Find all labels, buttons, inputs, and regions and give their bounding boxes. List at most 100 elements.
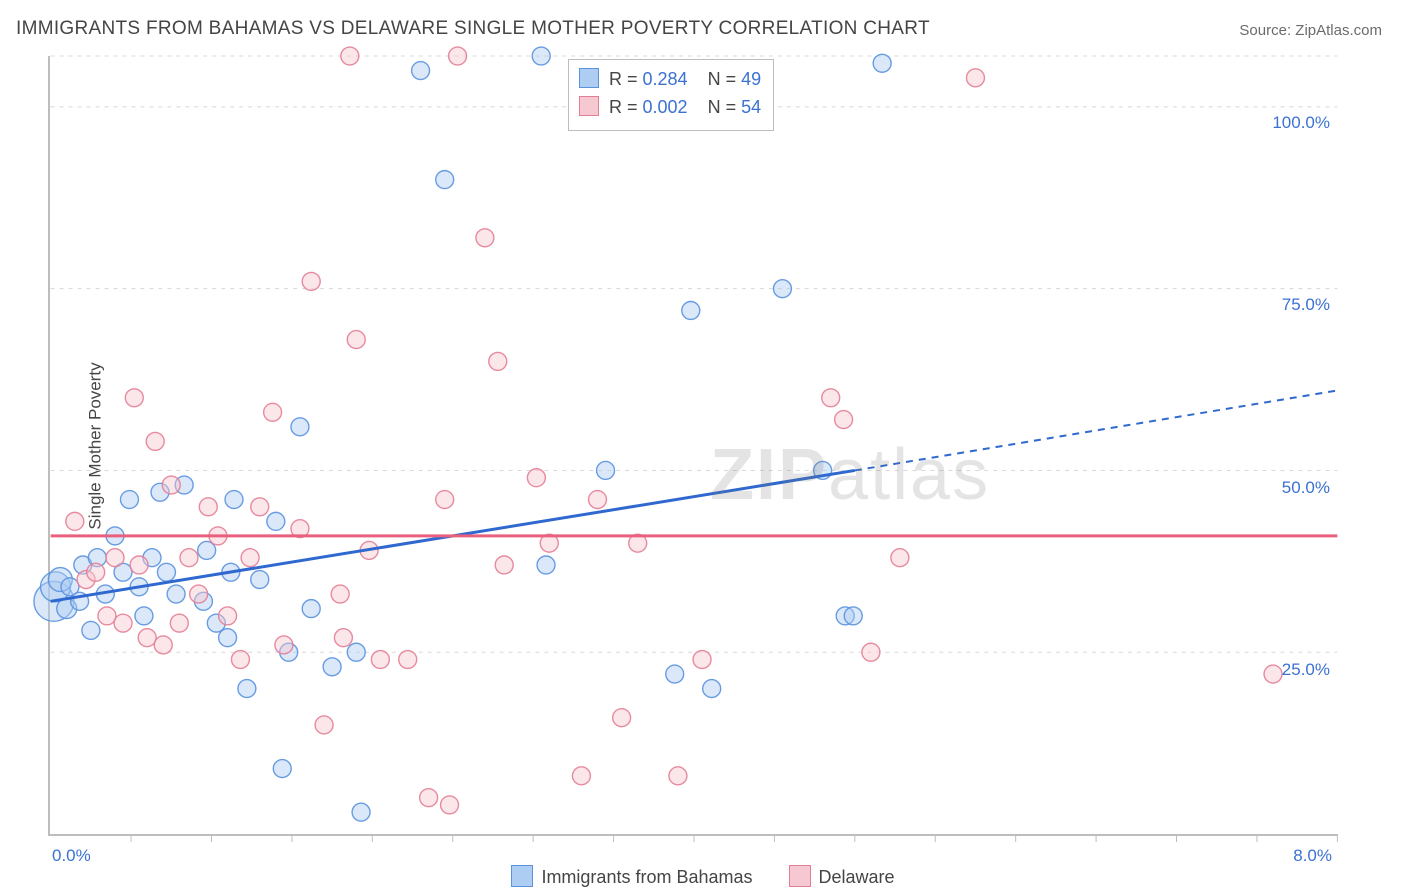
data-point <box>162 476 180 494</box>
plot-area: ZIPatlas R = 0.284N = 49R = 0.002N = 54 … <box>48 56 1338 836</box>
data-point <box>167 585 185 603</box>
data-point <box>264 403 282 421</box>
data-point <box>399 651 417 669</box>
data-point <box>371 651 389 669</box>
legend-swatch <box>789 865 811 887</box>
data-point <box>873 54 891 72</box>
data-point <box>98 607 116 625</box>
data-point <box>334 629 352 647</box>
data-point <box>135 607 153 625</box>
x-tick-right: 8.0% <box>1293 846 1332 866</box>
legend-entry: Delaware <box>789 865 895 888</box>
data-point <box>844 607 862 625</box>
n-value: 54 <box>741 97 761 117</box>
data-point <box>291 418 309 436</box>
y-tick-label: 25.0% <box>1282 660 1330 680</box>
data-point <box>180 549 198 567</box>
bottom-legend: Immigrants from Bahamas Delaware <box>0 865 1406 888</box>
data-point <box>154 636 172 654</box>
data-point <box>219 629 237 647</box>
legend-swatch <box>511 865 533 887</box>
data-point <box>693 651 711 669</box>
chart-svg <box>50 56 1338 834</box>
data-point <box>835 411 853 429</box>
data-point <box>703 680 721 698</box>
data-point <box>347 331 365 349</box>
data-point <box>666 665 684 683</box>
data-point <box>862 643 880 661</box>
data-point <box>412 62 430 80</box>
data-point <box>315 716 333 734</box>
data-point <box>572 767 590 785</box>
data-point <box>597 461 615 479</box>
data-point <box>891 549 909 567</box>
data-point <box>341 47 359 65</box>
legend-label: Delaware <box>819 867 895 887</box>
data-point <box>273 760 291 778</box>
data-point <box>589 491 607 509</box>
legend-swatch <box>579 96 599 116</box>
data-point <box>822 389 840 407</box>
data-point <box>1264 665 1282 683</box>
data-point <box>190 585 208 603</box>
data-point <box>537 556 555 574</box>
data-point <box>476 229 494 247</box>
y-tick-label: 75.0% <box>1282 295 1330 315</box>
data-point <box>238 680 256 698</box>
data-point <box>441 796 459 814</box>
data-point <box>532 47 550 65</box>
chart-title: IMMIGRANTS FROM BAHAMAS VS DELAWARE SING… <box>16 18 930 40</box>
data-point <box>436 171 454 189</box>
data-point <box>125 389 143 407</box>
source-value: ZipAtlas.com <box>1295 22 1382 39</box>
data-point <box>225 491 243 509</box>
stats-row: R = 0.284N = 49 <box>579 66 761 94</box>
legend-entry: Immigrants from Bahamas <box>511 865 752 888</box>
data-point <box>323 658 341 676</box>
data-point <box>157 563 175 581</box>
trend-line-extrapolated <box>855 390 1338 470</box>
data-point <box>527 469 545 487</box>
data-point <box>241 549 259 567</box>
data-point <box>106 549 124 567</box>
data-point <box>773 280 791 298</box>
legend-label: Immigrants from Bahamas <box>541 867 752 887</box>
data-point <box>170 614 188 632</box>
data-point <box>146 432 164 450</box>
data-point <box>120 491 138 509</box>
data-point <box>352 803 370 821</box>
data-point <box>219 607 237 625</box>
data-point <box>613 709 631 727</box>
r-value: 0.002 <box>643 97 688 117</box>
data-point <box>275 636 293 654</box>
x-tick-left: 0.0% <box>52 846 91 866</box>
correlation-stats-box: R = 0.284N = 49R = 0.002N = 54 <box>568 59 774 131</box>
data-point <box>82 621 100 639</box>
data-point <box>682 302 700 320</box>
data-point <box>130 556 148 574</box>
data-point <box>199 498 217 516</box>
data-point <box>436 491 454 509</box>
data-point <box>449 47 467 65</box>
data-point <box>138 629 156 647</box>
data-point <box>669 767 687 785</box>
legend-swatch <box>579 68 599 88</box>
data-point <box>66 512 84 530</box>
data-point <box>267 512 285 530</box>
data-point <box>331 585 349 603</box>
data-point <box>495 556 513 574</box>
data-point <box>966 69 984 87</box>
data-point <box>347 643 365 661</box>
y-tick-label: 50.0% <box>1282 478 1330 498</box>
data-point <box>489 352 507 370</box>
data-point <box>87 563 105 581</box>
r-value: 0.284 <box>643 69 688 89</box>
data-point <box>114 614 132 632</box>
source-label: Source: <box>1239 22 1295 39</box>
data-point <box>251 498 269 516</box>
data-point <box>420 789 438 807</box>
stats-row: R = 0.002N = 54 <box>579 94 761 122</box>
data-point <box>251 571 269 589</box>
y-tick-label: 100.0% <box>1272 113 1330 133</box>
source-attribution: Source: ZipAtlas.com <box>1239 22 1382 39</box>
